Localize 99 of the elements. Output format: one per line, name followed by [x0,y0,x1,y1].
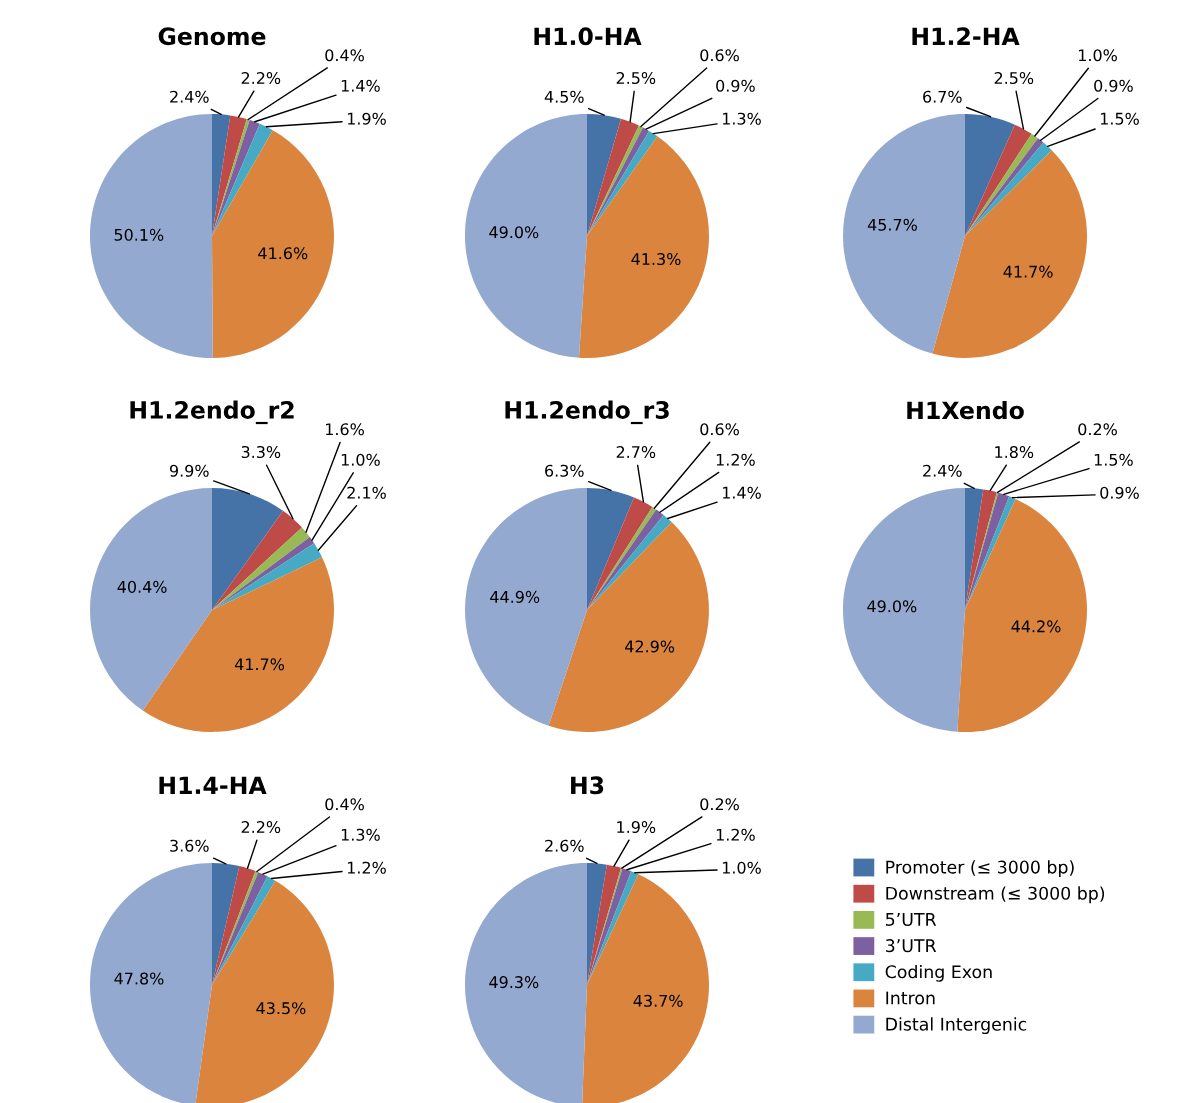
pie-slice [212,876,276,985]
pie-slice [587,114,621,236]
data-label: 1.3% [341,828,380,841]
pie-slice [90,488,212,711]
data-label: 41.7% [234,658,285,671]
data-label: 0.2% [700,798,739,811]
pie-slice [212,130,334,358]
data-label: 2.2% [241,71,281,85]
pie-slice [548,522,709,732]
data-label: 41.3% [631,253,681,266]
pie-slice [465,114,587,358]
data-label: 41.7% [1003,265,1053,278]
data-label: 41.6% [258,247,308,260]
pie-slice [965,488,984,610]
data-label: 44.9% [490,590,540,603]
pie-slice [578,136,709,358]
data-label: 44.2% [1011,620,1061,633]
data-label: 0.2% [1078,423,1117,436]
data-label: 2.2% [241,820,281,834]
pie-slice [587,488,635,610]
chart-title: H1.2endo_r2 [130,400,294,425]
data-label: 1.0% [722,861,761,874]
data-label: 1.3% [722,112,761,125]
data-label: 2.5% [994,71,1034,85]
chart-title: H3 [571,776,604,795]
legend-label: Downstream (≤ 3000 bp) [886,886,1105,904]
pie-slice [212,510,302,610]
legend-label: Distal Intergenic [886,1017,1027,1035]
pie-slice [465,488,587,726]
data-label: 2.4% [923,464,962,477]
pie-slice [212,114,231,236]
chart-title: H1.0-HA [534,27,642,46]
data-label: 42.9% [625,640,675,653]
data-label: 0.6% [700,49,739,62]
data-label: 3.3% [241,445,281,459]
pie-slice [212,119,260,236]
pie-slice [212,123,273,236]
data-label: 49.0% [489,226,539,239]
legend-label: 3’UTR [886,939,937,953]
data-label: 1.9% [617,820,656,834]
data-label: 4.5% [544,90,584,103]
data-label: 6.7% [923,90,962,103]
pie-slice [212,863,240,985]
data-label: 0.6% [700,423,739,436]
pie-slice [965,124,1032,236]
legend-label: 5’UTR [886,913,937,926]
chart-title: H1.4-HA [159,776,267,794]
data-label: 2.5% [616,71,656,85]
data-label: 50.1% [114,228,164,241]
legend-label: Promoter (≤ 3000 bp) [886,860,1074,877]
data-label: 49.0% [867,600,917,613]
pie-slice [90,114,213,358]
data-label: 43.7% [633,994,683,1007]
pie-slice [212,488,284,610]
data-label: 1.0% [1078,49,1117,62]
data-label: 1.2% [716,453,755,466]
data-label: 0.9% [716,79,755,92]
data-label: 6.3% [545,464,584,477]
data-label: 0.4% [325,798,364,811]
data-label: 1.6% [325,423,364,436]
legend-label: Coding Exon [885,964,992,982]
data-label: 1.9% [347,112,386,125]
data-label: 0.4% [325,49,364,62]
data-label: 2.1% [347,486,386,499]
data-label: 2.4% [170,90,209,103]
data-label: 40.4% [117,580,167,593]
data-label: 1.0% [341,453,380,466]
chart-title: Genome [158,27,266,46]
pie-slice [843,488,965,732]
pie-slice [90,863,212,1103]
data-label: 1.2% [716,828,755,841]
data-label: 1.8% [995,445,1034,459]
pie-slice [843,114,965,354]
chart-title: H1.2endo_r3 [505,400,669,425]
data-label: 1.4% [341,79,380,92]
data-label: 2.6% [545,839,584,852]
data-label: 3.6% [170,839,209,852]
pie-slice [957,498,1087,732]
data-label: 0.9% [1100,486,1139,499]
data-label: 1.5% [1094,453,1133,466]
chart-title: H1.2-HA [912,27,1020,45]
chart-title: H1Xendo [907,400,1024,420]
data-label: 43.5% [256,1002,306,1015]
pie-slice [587,868,632,985]
data-label: 1.5% [1100,112,1139,125]
legend-label: Intron [886,991,935,1005]
pie-slice [965,114,1015,236]
data-label: 2.7% [616,445,656,459]
pie-slice [932,150,1087,358]
pie-slice [587,871,639,985]
pie-slice [212,872,268,985]
data-label: 0.9% [1094,79,1133,92]
data-label: 49.3% [489,976,539,989]
data-label: 47.8% [114,972,164,985]
data-label: 1.2% [347,861,386,874]
data-label: 1.4% [722,486,761,499]
pie-slice [587,863,607,985]
data-label: 9.9% [169,464,209,477]
data-label: 45.7% [867,218,917,231]
